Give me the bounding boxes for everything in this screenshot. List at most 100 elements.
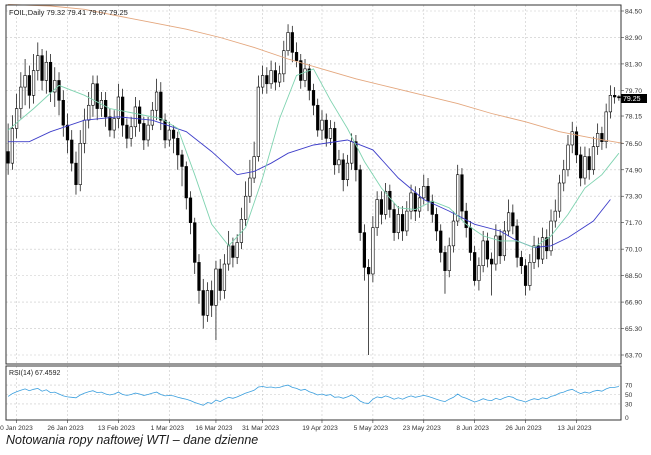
candle xyxy=(523,259,528,296)
x-tick-label: 5 May 2023 xyxy=(354,425,389,432)
candle xyxy=(260,65,265,94)
candle xyxy=(171,125,176,154)
candle-body-down xyxy=(587,156,591,171)
candle xyxy=(405,201,409,236)
candle xyxy=(214,260,218,341)
candle-body-down xyxy=(434,214,439,232)
candle-body-up xyxy=(608,95,613,113)
candle xyxy=(235,234,239,265)
candle-body-down xyxy=(137,106,142,124)
candle xyxy=(104,92,108,127)
candle-body-down xyxy=(468,227,473,253)
candle xyxy=(265,67,269,94)
y-tick-label: 70.10 xyxy=(625,247,642,254)
candle xyxy=(392,202,396,241)
candle-body-up xyxy=(87,104,91,121)
candle xyxy=(129,116,133,147)
candle-body-up xyxy=(244,195,248,220)
candle xyxy=(133,97,137,137)
candle-body-down xyxy=(176,138,180,156)
candle-body-down xyxy=(307,68,311,91)
candle-body-up xyxy=(23,75,27,88)
candle xyxy=(494,224,498,271)
candle-body-up xyxy=(227,245,231,265)
candle xyxy=(451,211,456,253)
candle-body-down xyxy=(290,32,294,53)
ma-slow-line xyxy=(8,3,624,144)
candle xyxy=(371,216,375,283)
candle xyxy=(197,254,201,304)
candles-group xyxy=(6,24,621,355)
candle-body-up xyxy=(146,124,150,141)
candle-body-up xyxy=(350,141,354,164)
candle xyxy=(48,54,53,102)
candle xyxy=(574,126,579,164)
candle-body-up xyxy=(506,212,511,232)
candle xyxy=(337,149,341,174)
candle-body-up xyxy=(150,109,154,126)
rsi-tick-label: 50 xyxy=(625,392,633,399)
candle-body-up xyxy=(532,245,536,263)
candle xyxy=(277,65,282,88)
main-panel-frame xyxy=(5,4,622,365)
candle-body-down xyxy=(231,245,235,258)
main-grid xyxy=(6,5,621,364)
candle xyxy=(396,206,400,240)
candle-body-down xyxy=(536,245,540,260)
candle xyxy=(231,237,235,268)
ma-fast-line xyxy=(7,68,620,249)
candle-body-up xyxy=(222,263,227,291)
candle xyxy=(426,178,430,212)
candle xyxy=(307,63,311,101)
candle xyxy=(146,116,150,147)
candle xyxy=(400,206,405,241)
ma-medium-line xyxy=(8,116,611,248)
candle xyxy=(269,60,273,89)
candle xyxy=(316,98,320,137)
candle xyxy=(61,90,65,137)
y-tick-label: 82.90 xyxy=(625,35,642,42)
candle-body-up xyxy=(528,262,532,286)
candle xyxy=(549,209,553,256)
candle xyxy=(74,151,78,195)
candle-body-up xyxy=(129,126,133,139)
x-axis: 10 Jan 2023 26 Jan 2023 13 Feb 2023 1 Mar 2… xyxy=(0,420,592,432)
x-tick-label: 13 Feb 2023 xyxy=(98,425,135,432)
candle xyxy=(519,250,523,274)
candle xyxy=(587,148,591,180)
candle xyxy=(320,110,324,140)
candle xyxy=(566,135,570,177)
candle-body-up xyxy=(14,108,19,129)
candle-body-down xyxy=(108,116,112,131)
candle xyxy=(473,245,477,286)
candle-body-down xyxy=(27,75,31,96)
rsi-tick-label: 30 xyxy=(625,401,633,408)
candle-body-up xyxy=(116,96,121,119)
candle-body-up xyxy=(591,146,596,171)
candle-body-up xyxy=(167,129,171,141)
candle-body-down xyxy=(324,119,328,139)
candle xyxy=(562,159,566,192)
candle xyxy=(95,75,99,121)
candle-body-down xyxy=(201,290,205,316)
candle xyxy=(375,191,379,236)
candle-body-up xyxy=(269,70,273,85)
candle xyxy=(31,54,36,104)
candle-body-up xyxy=(256,86,260,157)
candle xyxy=(485,232,490,268)
candle-body-up xyxy=(277,73,282,83)
moving-averages-group xyxy=(7,3,624,249)
candle xyxy=(591,136,596,175)
candle-body-up xyxy=(604,111,608,142)
candle xyxy=(44,50,48,94)
rsi-tick-label: 70 xyxy=(625,383,633,390)
candle-body-down xyxy=(439,230,443,253)
candle-body-up xyxy=(82,119,87,144)
candle-body-up xyxy=(375,199,379,228)
candle-body-down xyxy=(70,139,74,164)
rsi-tick-label: 0 xyxy=(625,415,629,422)
candle xyxy=(439,224,443,263)
candle-body-down xyxy=(460,174,464,212)
candle xyxy=(600,126,604,150)
candle-body-up xyxy=(10,128,14,164)
